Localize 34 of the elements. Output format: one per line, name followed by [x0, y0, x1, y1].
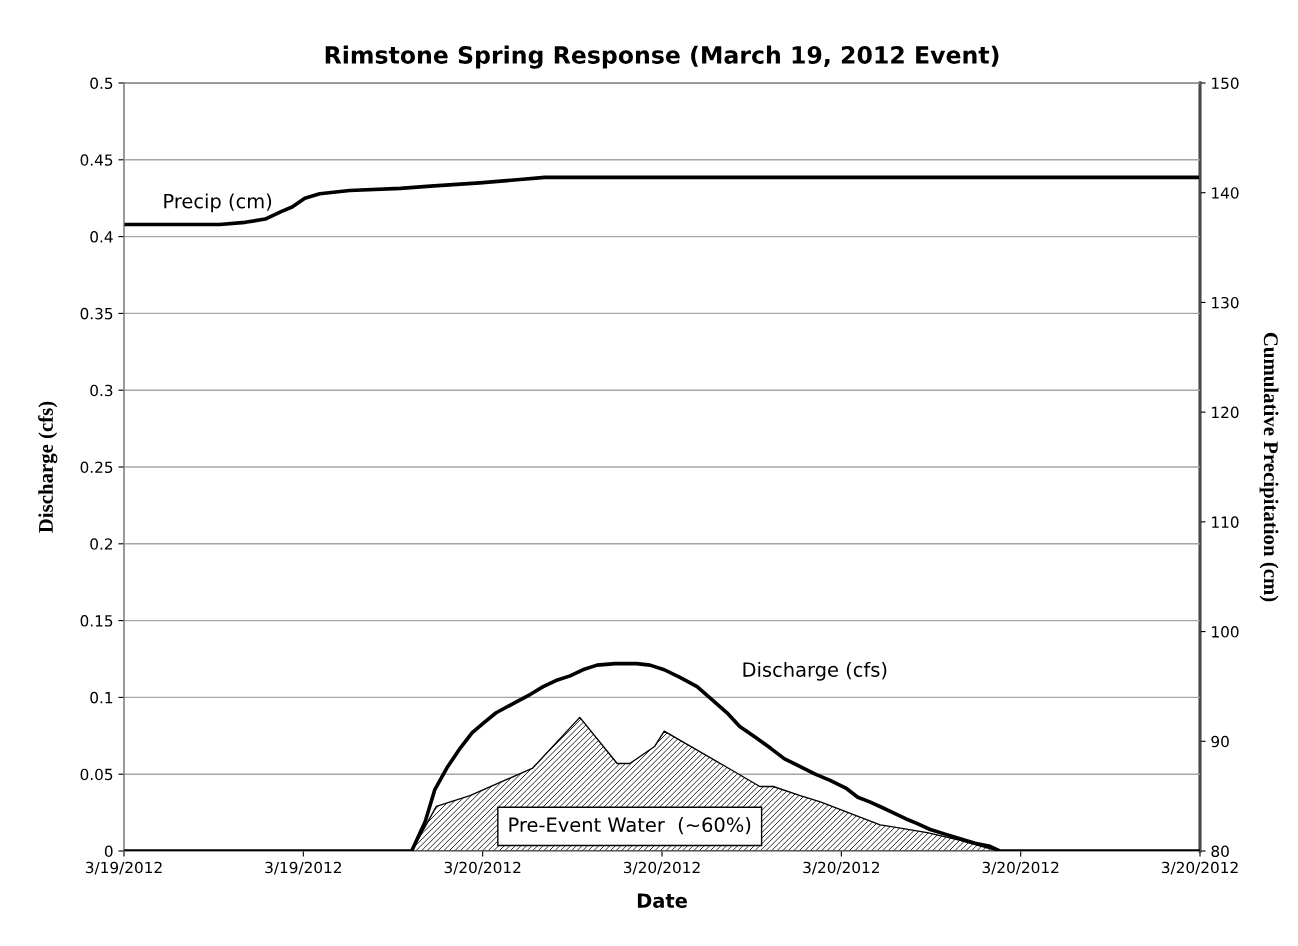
y2-axis-title: Cumulative Precipitation (cm): [1259, 332, 1279, 602]
x-tick-label: 3/19/2012: [86, 861, 162, 875]
y-tick-label: 0.4: [90, 231, 113, 243]
annotation: Discharge (cfs): [743, 661, 887, 681]
y2-tick-label: 90: [1211, 735, 1229, 748]
x-tick-label: 3/20/2012: [1162, 861, 1238, 875]
y-axis-title: Discharge (cfs): [38, 401, 58, 533]
x-tick-label: 3/20/2012: [624, 861, 700, 875]
x-tick-label: 3/20/2012: [444, 861, 521, 875]
y2-tick-label: 120: [1212, 406, 1239, 419]
x-axis-title: Date: [637, 893, 687, 908]
y2-tick-label: 150: [1212, 77, 1239, 90]
y2-tick-label: 130: [1212, 296, 1239, 309]
y2-tick-label: 110: [1212, 516, 1239, 528]
line-series: [124, 175, 1200, 227]
y-tick-label: 0.5: [90, 77, 113, 90]
y-tick-label: 0.45: [80, 154, 113, 166]
y2-tick-label: 140: [1212, 187, 1239, 199]
y-tick-label: 0.05: [80, 768, 113, 781]
y-tick-label: 0.1: [90, 691, 113, 704]
y2-tick-label: 100: [1212, 626, 1239, 638]
y2-tick-label: 80: [1211, 845, 1229, 858]
y-tick-label: 0: [104, 845, 113, 858]
y-tick-label: 0.15: [80, 615, 113, 627]
annotation: Precip (cm): [164, 193, 272, 213]
y-tick-label: 0.25: [80, 461, 113, 474]
chart-title: Rimstone Spring Response (March 19, 2012 Event): [325, 45, 999, 69]
y-tick-label: 0.35: [80, 307, 113, 320]
x-tick-label: 3/20/2012: [803, 861, 879, 875]
y-tick-label: 0.3: [90, 384, 113, 397]
x-tick-label: 3/19/2012: [265, 861, 341, 875]
y-tick-label: 0.2: [90, 538, 113, 550]
annotation: Pre-Event Water (~60%): [509, 817, 751, 835]
x-tick-label: 3/20/2012: [982, 861, 1059, 875]
